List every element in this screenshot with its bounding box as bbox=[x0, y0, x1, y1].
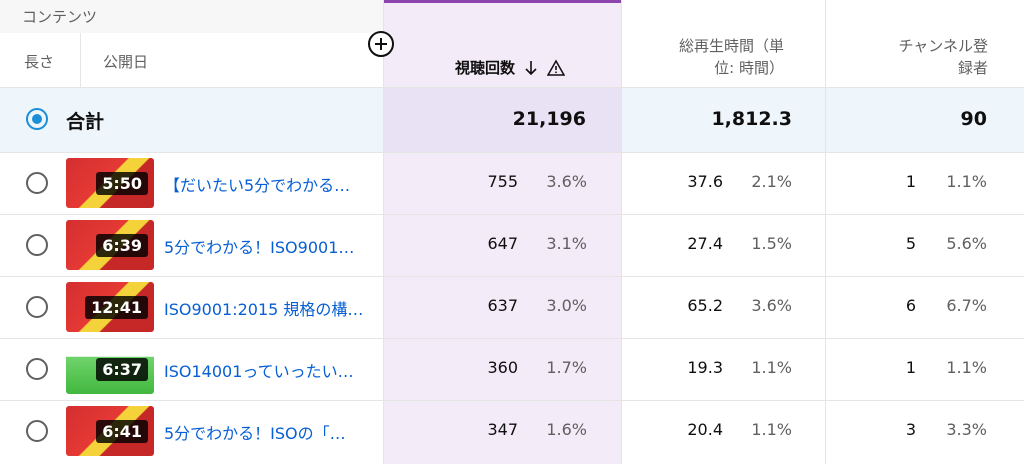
row-watch-pct: 1.1% bbox=[751, 358, 792, 377]
total-subscribers: 90 bbox=[960, 108, 987, 130]
row-divider bbox=[0, 214, 1024, 215]
row-subscribers-pct: 6.7% bbox=[946, 296, 987, 315]
row-views: 647 bbox=[487, 234, 518, 253]
row-subscribers: 3 bbox=[905, 420, 916, 439]
content-header-band bbox=[0, 0, 383, 33]
column-divider bbox=[825, 0, 826, 464]
row-watch-time: 20.4 bbox=[687, 420, 723, 439]
watch-time-column-header[interactable]: 総再生時間（単 位: 時間） bbox=[640, 35, 784, 79]
views-header-label: 視聴回数 bbox=[455, 59, 516, 77]
row-watch-time: 19.3 bbox=[687, 358, 723, 377]
video-duration: 12:41 bbox=[85, 296, 148, 319]
total-label: 合計 bbox=[66, 111, 105, 133]
arrow-down-icon[interactable] bbox=[523, 59, 539, 77]
row-watch-time: 65.2 bbox=[687, 296, 723, 315]
video-duration: 6:37 bbox=[96, 358, 148, 381]
video-title-link[interactable]: ISO9001:2015 規格の構… bbox=[164, 300, 364, 319]
row-views-pct: 3.1% bbox=[546, 234, 587, 253]
total-views: 21,196 bbox=[512, 108, 586, 130]
row-views: 360 bbox=[487, 358, 518, 377]
row-radio-button[interactable] bbox=[26, 296, 48, 318]
row-radio-button[interactable] bbox=[26, 172, 48, 194]
row-watch-time: 27.4 bbox=[687, 234, 723, 253]
video-title-link[interactable]: 5分でわかる！ISO9001… bbox=[164, 238, 355, 257]
video-thumbnail[interactable]: 6:37 bbox=[66, 344, 154, 394]
row-divider bbox=[0, 400, 1024, 401]
row-subscribers: 1 bbox=[905, 358, 916, 377]
row-subscribers: 6 bbox=[905, 296, 916, 315]
length-column-header[interactable]: 長さ bbox=[24, 53, 55, 71]
total-row-views-highlight bbox=[383, 87, 621, 152]
row-views: 637 bbox=[487, 296, 518, 315]
row-views-pct: 3.0% bbox=[546, 296, 587, 315]
video-title-link[interactable]: ISO14001っていったい… bbox=[164, 362, 354, 381]
warning-icon[interactable] bbox=[546, 58, 566, 77]
row-watch-time: 37.6 bbox=[687, 172, 723, 191]
row-divider bbox=[0, 276, 1024, 277]
subscribers-column-header[interactable]: チャンネル登 録者 bbox=[850, 35, 988, 79]
row-radio-button[interactable] bbox=[26, 420, 48, 442]
row-watch-pct: 1.1% bbox=[751, 420, 792, 439]
video-thumbnail[interactable]: 6:39 bbox=[66, 220, 154, 270]
subscribers-header-line2: 録者 bbox=[957, 59, 988, 77]
row-views-pct: 3.6% bbox=[546, 172, 587, 191]
table-row[interactable]: 6:41 5分でわかる！ISOの「… 347 1.6% 20.4 1.1% 3 … bbox=[0, 400, 1024, 462]
row-radio-button[interactable] bbox=[26, 234, 48, 256]
table-row[interactable]: 12:41 ISO9001:2015 規格の構… 637 3.0% 65.2 3… bbox=[0, 276, 1024, 338]
column-divider bbox=[621, 0, 622, 464]
row-views: 755 bbox=[487, 172, 518, 191]
row-watch-pct: 3.6% bbox=[751, 296, 792, 315]
total-radio-button[interactable] bbox=[26, 108, 48, 130]
video-duration: 5:50 bbox=[96, 172, 148, 195]
row-subscribers: 5 bbox=[905, 234, 916, 253]
subscribers-header-line1: チャンネル登 bbox=[898, 37, 988, 55]
row-subscribers-pct: 3.3% bbox=[946, 420, 987, 439]
row-subscribers: 1 bbox=[905, 172, 916, 191]
published-column-header[interactable]: 公開日 bbox=[103, 53, 149, 71]
views-column-accent-bar bbox=[383, 0, 621, 3]
row-views: 347 bbox=[487, 420, 518, 439]
video-title-link[interactable]: 【だいたい5分でわかる… bbox=[164, 176, 351, 195]
plus-circle-icon[interactable] bbox=[368, 31, 394, 57]
table-row[interactable]: 5:50 【だいたい5分でわかる… 755 3.6% 37.6 2.1% 1 1… bbox=[0, 152, 1024, 214]
views-column-highlight bbox=[383, 0, 621, 464]
row-watch-pct: 1.5% bbox=[751, 234, 792, 253]
video-duration: 6:41 bbox=[96, 420, 148, 443]
video-thumbnail[interactable]: 12:41 bbox=[66, 282, 154, 332]
column-divider bbox=[383, 0, 384, 464]
watch-time-header-line1: 総再生時間（単 bbox=[678, 37, 784, 55]
watch-time-header-line2: 位: 時間） bbox=[714, 59, 784, 77]
column-divider bbox=[80, 33, 81, 87]
row-subscribers-pct: 1.1% bbox=[946, 358, 987, 377]
row-divider bbox=[0, 338, 1024, 339]
row-watch-pct: 2.1% bbox=[751, 172, 792, 191]
row-subscribers-pct: 1.1% bbox=[946, 172, 987, 191]
row-divider bbox=[0, 152, 1024, 153]
row-divider bbox=[0, 87, 1024, 88]
row-subscribers-pct: 5.6% bbox=[946, 234, 987, 253]
video-duration: 6:39 bbox=[96, 234, 148, 257]
video-thumbnail[interactable]: 6:41 bbox=[66, 406, 154, 456]
table-row[interactable]: 6:37 ISO14001っていったい… 360 1.7% 19.3 1.1% … bbox=[0, 338, 1024, 400]
row-views-pct: 1.7% bbox=[546, 358, 587, 377]
row-radio-button[interactable] bbox=[26, 358, 48, 380]
content-section-label: コンテンツ bbox=[22, 8, 98, 26]
video-title-link[interactable]: 5分でわかる！ISOの「… bbox=[164, 424, 346, 443]
video-thumbnail[interactable]: 5:50 bbox=[66, 158, 154, 208]
views-column-header[interactable]: 視聴回数 bbox=[455, 57, 566, 78]
total-watch-time: 1,812.3 bbox=[711, 108, 792, 130]
table-row[interactable]: 6:39 5分でわかる！ISO9001… 647 3.1% 27.4 1.5% … bbox=[0, 214, 1024, 276]
row-views-pct: 1.6% bbox=[546, 420, 587, 439]
